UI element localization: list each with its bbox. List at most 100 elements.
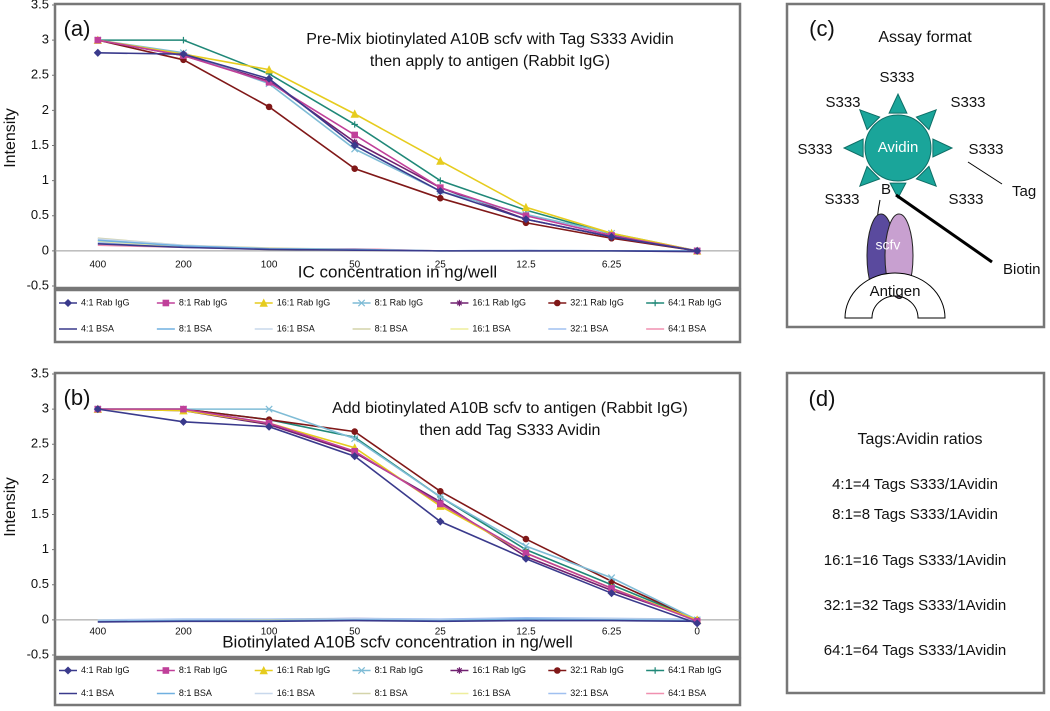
x-tick-label: 50 bbox=[349, 627, 361, 638]
tag-triangle bbox=[858, 108, 881, 131]
x-tick-label: 100 bbox=[261, 627, 278, 638]
marker bbox=[162, 299, 170, 307]
marker bbox=[607, 574, 616, 582]
x-tick-label: 0 bbox=[694, 627, 700, 638]
panel-title: Assay format bbox=[878, 29, 972, 46]
series-line bbox=[97, 408, 698, 621]
y-tick-label: 2.5 bbox=[31, 436, 49, 451]
biotin-letter: B bbox=[881, 181, 891, 198]
series-line bbox=[97, 619, 698, 623]
tag-triangle bbox=[915, 165, 938, 188]
marker bbox=[179, 50, 188, 59]
tag-triangle bbox=[842, 138, 864, 158]
marker bbox=[651, 299, 659, 307]
x-tick-label: 6.25 bbox=[602, 260, 622, 271]
y-tick-label: 0 bbox=[42, 242, 49, 257]
marker bbox=[436, 156, 445, 165]
chart-title: then add Tag S333 Avidin bbox=[420, 422, 601, 439]
tag-label: S333 bbox=[824, 191, 859, 208]
ratio-line: 4:1=4 Tags S333/1Avidin bbox=[832, 476, 998, 493]
y-tick-label: 0.5 bbox=[31, 576, 49, 591]
legend-label: 64:1 Rab IgG bbox=[668, 297, 722, 307]
legend-label: 8:1 Rab IgG bbox=[375, 665, 424, 675]
series-line bbox=[97, 39, 698, 252]
marker bbox=[259, 665, 268, 675]
y-tick-label: 1.5 bbox=[31, 137, 49, 152]
marker bbox=[259, 298, 268, 307]
panel-title: Tags:Avidin ratios bbox=[857, 431, 982, 448]
legend-label: 8:1 BSA bbox=[375, 688, 408, 698]
avidin-tags bbox=[842, 92, 954, 200]
marker bbox=[553, 667, 561, 674]
marker bbox=[522, 542, 530, 550]
y-tick-label: 2.5 bbox=[31, 67, 49, 82]
legend-label: 16:1 Rab IgG bbox=[472, 665, 526, 675]
panel-c-frame bbox=[785, 2, 1046, 329]
series-line bbox=[97, 39, 698, 252]
marker bbox=[93, 48, 102, 57]
marker bbox=[522, 535, 530, 543]
legend-label: 16:1 BSA bbox=[277, 688, 315, 698]
legend-label: 16:1 Rab IgG bbox=[472, 297, 526, 307]
legend-label: 64:1 BSA bbox=[668, 323, 706, 333]
marker bbox=[265, 405, 273, 413]
marker bbox=[351, 428, 358, 435]
marker bbox=[693, 619, 702, 628]
tag-label: S333 bbox=[879, 69, 914, 86]
marker bbox=[553, 299, 561, 307]
ratio-line: 16:1=16 Tags S333/1Avidin bbox=[824, 552, 1007, 569]
legend-label: 32:1 Rab IgG bbox=[570, 297, 624, 307]
legend-label: 16:1 BSA bbox=[472, 323, 510, 333]
x-tick-label: 400 bbox=[89, 260, 106, 271]
marker bbox=[264, 65, 274, 74]
x-tick-label: 12.5 bbox=[516, 627, 536, 638]
marker bbox=[693, 246, 702, 255]
legend-label: 4:1 BSA bbox=[81, 323, 114, 333]
legend-label: 8:1 BSA bbox=[375, 323, 408, 333]
y-tick-label: 1 bbox=[42, 541, 49, 556]
marker bbox=[93, 405, 102, 414]
marker bbox=[436, 493, 444, 501]
marker bbox=[265, 422, 274, 431]
marker bbox=[180, 405, 187, 413]
marker bbox=[521, 202, 531, 212]
marker bbox=[63, 666, 73, 675]
marker bbox=[521, 554, 530, 563]
marker bbox=[179, 417, 188, 426]
marker bbox=[521, 215, 530, 224]
y-tick-label: -0.5 bbox=[27, 646, 49, 661]
antigen bbox=[844, 272, 946, 319]
legend-label: 4:1 Rab IgG bbox=[81, 297, 130, 307]
y-tick-label: 2 bbox=[42, 471, 49, 486]
legend-label: 16:1 Rab IgG bbox=[277, 297, 331, 307]
series-line bbox=[97, 408, 698, 623]
chart-title: Add biotinylated A10B scfv to antigen (R… bbox=[332, 400, 688, 417]
marker bbox=[94, 36, 102, 44]
tag-triangle bbox=[889, 182, 907, 200]
marker bbox=[437, 488, 444, 495]
legend-label: 64:1 BSA bbox=[668, 688, 706, 698]
marker bbox=[437, 177, 444, 184]
series-line bbox=[97, 51, 698, 252]
y-axis-label: Intensity bbox=[2, 477, 19, 537]
x-tick-label: 100 bbox=[261, 260, 278, 271]
series-line bbox=[97, 243, 698, 253]
legend-label: 4:1 Rab IgG bbox=[81, 665, 130, 675]
chart-title: Pre-Mix biotinylated A10B scfv with Tag … bbox=[306, 31, 674, 48]
legend-frame bbox=[53, 657, 742, 707]
x-axis-label: IC concentration in ng/well bbox=[298, 262, 497, 281]
x-axis-label: Biotinylated A10B scfv concentration in … bbox=[222, 632, 573, 651]
legend-label: 8:1 Rab IgG bbox=[375, 297, 424, 307]
marker bbox=[436, 187, 445, 196]
panel-label: (c) bbox=[809, 16, 835, 41]
x-tick-label: 12.5 bbox=[516, 260, 536, 271]
legend-frame bbox=[53, 288, 742, 344]
tag-triangle bbox=[888, 92, 908, 114]
panel-label: (b) bbox=[64, 385, 91, 410]
legend-label: 8:1 Rab IgG bbox=[179, 665, 228, 675]
marker bbox=[357, 666, 366, 675]
tag-label: S333 bbox=[948, 191, 983, 208]
panel-label: (d) bbox=[809, 386, 836, 411]
tag-label: S333 bbox=[968, 141, 1003, 158]
x-tick-label: 400 bbox=[89, 627, 106, 638]
